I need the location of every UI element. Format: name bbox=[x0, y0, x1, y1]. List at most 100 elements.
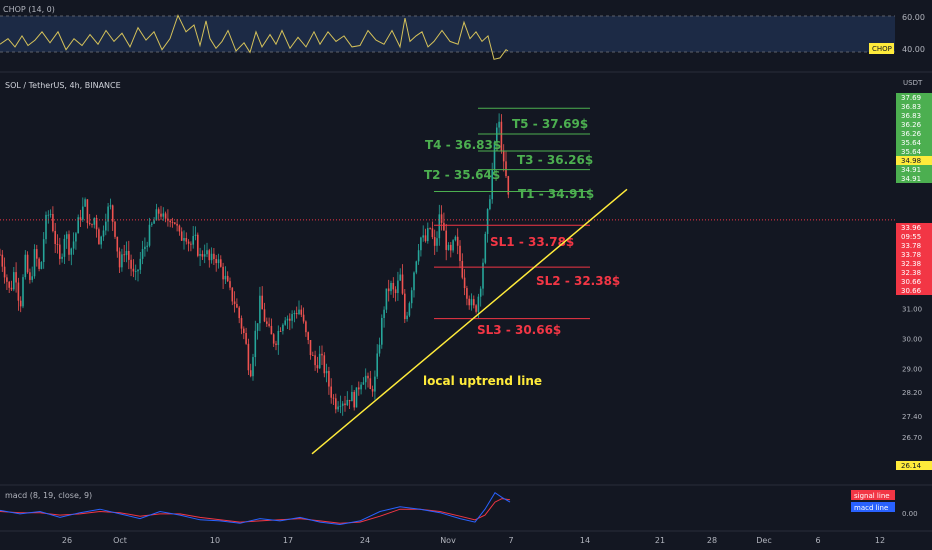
candle-body bbox=[498, 121, 500, 128]
candle-body bbox=[445, 230, 447, 250]
candle-body bbox=[440, 214, 443, 223]
candle-body bbox=[194, 234, 197, 236]
candle-body bbox=[383, 309, 385, 318]
candle-body bbox=[452, 240, 454, 251]
candle-body bbox=[433, 237, 436, 246]
candle-body bbox=[70, 248, 73, 255]
candle-body bbox=[167, 218, 169, 221]
candle-body bbox=[121, 254, 123, 268]
candle-body bbox=[243, 328, 245, 334]
candle-body bbox=[54, 230, 56, 245]
price-badge-label: 35.64 bbox=[901, 139, 922, 147]
time-tick: 17 bbox=[283, 536, 293, 545]
candle-body bbox=[406, 315, 408, 320]
level-label: T1 - 34.91$ bbox=[518, 187, 594, 201]
candle-body bbox=[151, 223, 153, 225]
price-panel[interactable]: SOL / TetherUS, 4h, BINANCE USDT T5 - 37… bbox=[0, 79, 932, 470]
candle-body bbox=[8, 281, 10, 288]
price-tick: 31.00 bbox=[902, 305, 922, 313]
candle-body bbox=[95, 217, 98, 230]
candle-body bbox=[367, 375, 369, 379]
candle-body bbox=[190, 243, 192, 245]
price-badge bbox=[896, 156, 932, 165]
candle-body bbox=[376, 353, 378, 377]
candle-body bbox=[206, 250, 208, 255]
candle-body bbox=[125, 250, 128, 256]
candle-body bbox=[68, 234, 70, 255]
candle-body bbox=[0, 254, 1, 256]
candle-body bbox=[316, 365, 319, 369]
candle-body bbox=[210, 253, 213, 261]
candle-body bbox=[3, 266, 6, 278]
candle-body bbox=[505, 161, 507, 177]
time-tick: 24 bbox=[360, 536, 370, 545]
currency-label: USDT bbox=[903, 79, 923, 87]
time-tick: Dec bbox=[756, 536, 771, 545]
candle-body bbox=[429, 228, 431, 229]
price-badge bbox=[896, 147, 932, 156]
candle-body bbox=[266, 321, 268, 324]
candle-body bbox=[176, 223, 178, 226]
candle-body bbox=[72, 241, 75, 249]
macd-tick-zero: 0.00 bbox=[902, 510, 918, 518]
candle-body bbox=[63, 238, 66, 257]
candle-body bbox=[252, 357, 254, 377]
candle-body bbox=[341, 403, 344, 406]
candle-body bbox=[394, 289, 397, 294]
candle-body bbox=[351, 391, 353, 402]
candle-body bbox=[180, 231, 183, 241]
chop-line bbox=[0, 14, 509, 60]
candle-body bbox=[314, 355, 316, 366]
candle-body bbox=[348, 399, 351, 402]
time-tick: 12 bbox=[875, 536, 885, 545]
candle-body bbox=[88, 222, 91, 225]
price-badge bbox=[896, 102, 932, 111]
candle-body bbox=[344, 403, 346, 406]
candle-body bbox=[381, 317, 383, 345]
macd-line bbox=[0, 491, 511, 526]
price-tick: 26.70 bbox=[902, 434, 922, 442]
candle-body bbox=[392, 282, 395, 290]
candle-body bbox=[507, 176, 510, 195]
chop-indicator-panel[interactable]: CHOP (14, 0) 60.00 40.00 CHOP bbox=[0, 5, 925, 60]
candle-body bbox=[282, 324, 284, 332]
candle-body bbox=[17, 282, 20, 301]
candle-body bbox=[346, 399, 349, 406]
time-tick: 10 bbox=[210, 536, 220, 545]
candle-body bbox=[270, 325, 273, 335]
level-label: T3 - 36.26$ bbox=[517, 153, 593, 167]
candle-body bbox=[337, 406, 339, 410]
candle-body bbox=[49, 214, 52, 215]
candle-body bbox=[13, 272, 15, 290]
price-badge-label: 33.96 bbox=[901, 224, 922, 232]
candle-body bbox=[155, 209, 158, 221]
candle-body bbox=[91, 224, 93, 225]
uptrend-line[interactable] bbox=[311, 188, 628, 455]
candle-body bbox=[456, 236, 459, 246]
candle-body bbox=[77, 217, 79, 234]
candle-body bbox=[325, 370, 328, 374]
candle-body bbox=[116, 236, 119, 252]
time-tick: 28 bbox=[707, 536, 717, 545]
candle-body bbox=[105, 221, 107, 231]
candle-body bbox=[238, 307, 240, 319]
macd-label: macd (8, 19, close, 9) bbox=[5, 491, 92, 500]
price-badge-label: 33.78 bbox=[901, 242, 921, 250]
candle-body bbox=[174, 222, 176, 224]
candle-body bbox=[42, 239, 45, 263]
candle-body bbox=[500, 121, 503, 151]
price-badge bbox=[896, 174, 932, 183]
candle-body bbox=[65, 234, 68, 239]
macd-indicator-panel[interactable]: macd (8, 19, close, 9) 0.00 signal line … bbox=[0, 490, 918, 526]
price-badge bbox=[896, 241, 932, 250]
candle-body bbox=[84, 199, 86, 207]
price-badge-label: 36.83 bbox=[901, 112, 921, 120]
time-tick: 26 bbox=[62, 536, 72, 545]
candle-body bbox=[493, 142, 496, 170]
candle-body bbox=[185, 238, 188, 242]
candle-body bbox=[36, 249, 38, 259]
candle-body bbox=[454, 236, 457, 241]
time-tick: 7 bbox=[508, 536, 513, 545]
